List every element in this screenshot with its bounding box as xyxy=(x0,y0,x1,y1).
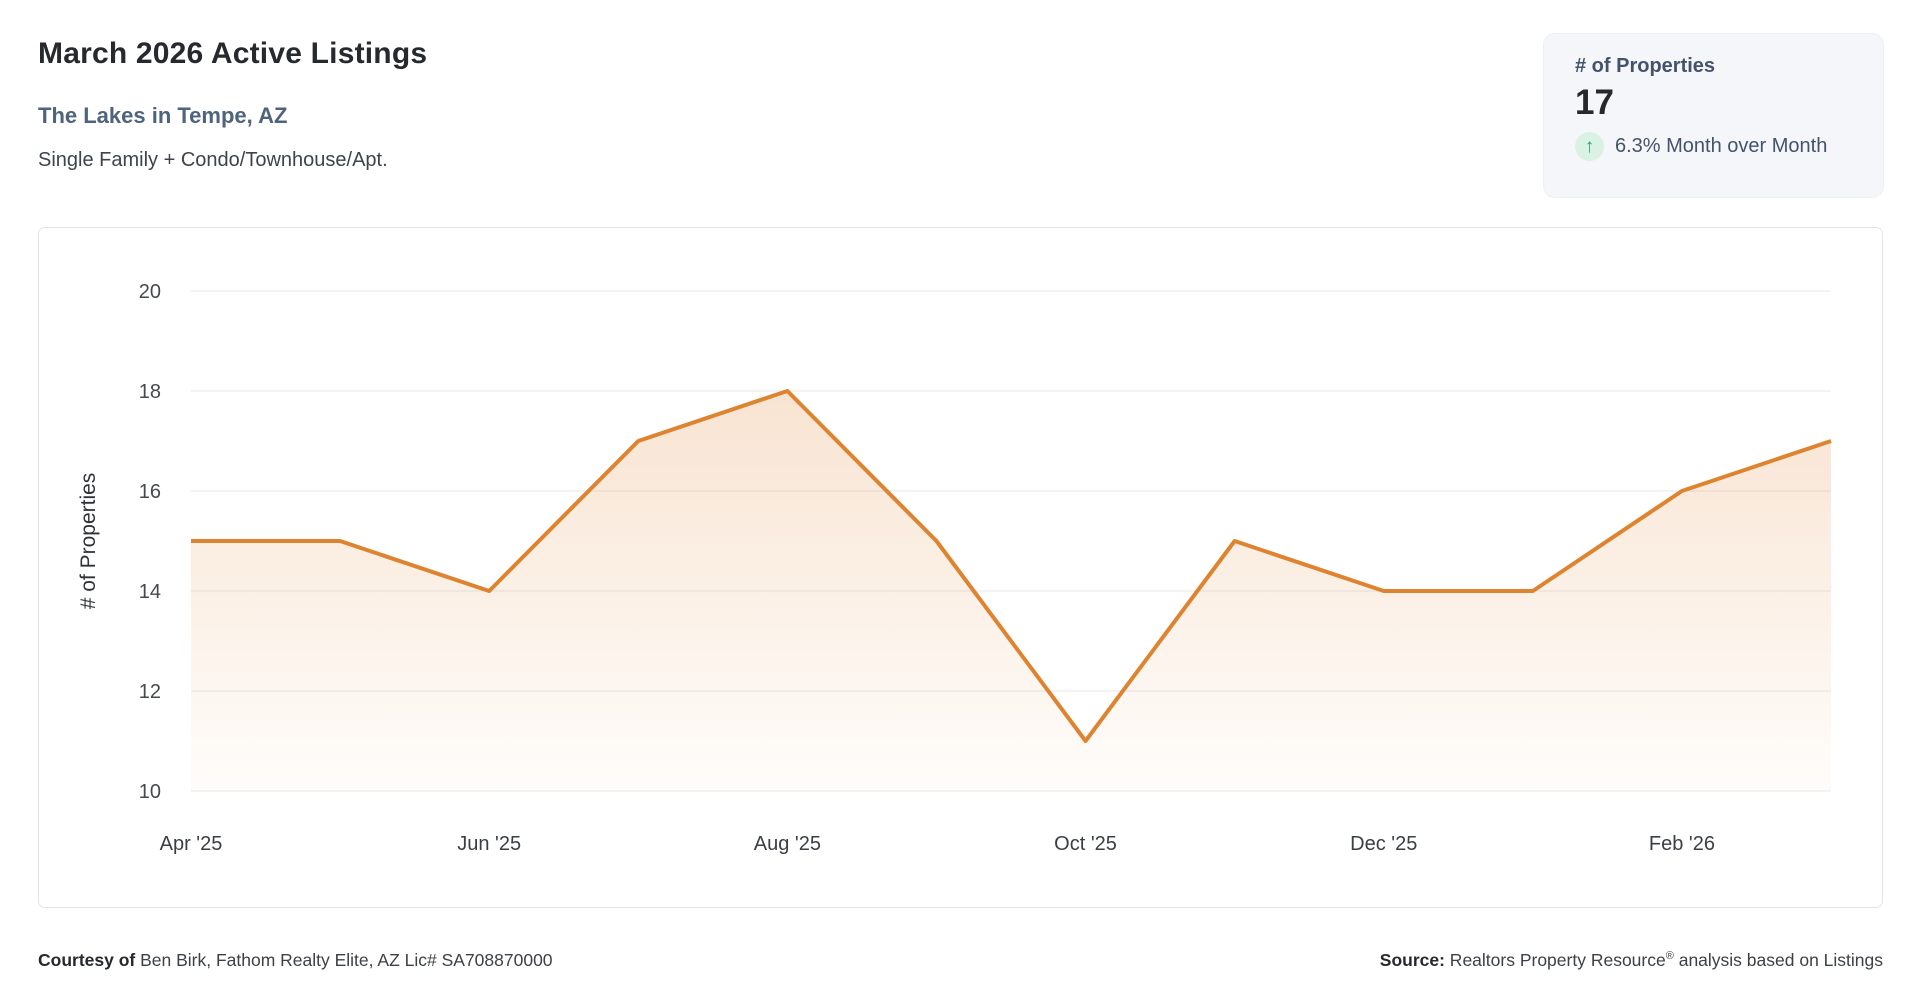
stat-card-value: 17 xyxy=(1575,83,1614,122)
arrow-up-icon: ↑ xyxy=(1575,132,1604,161)
source-text: Realtors Property Resource xyxy=(1444,949,1666,970)
x-tick-label: Apr '25 xyxy=(160,833,223,855)
x-tick-label: Aug '25 xyxy=(754,833,821,855)
x-tick-label: Dec '25 xyxy=(1350,833,1417,855)
arrow-up-glyph: ↑ xyxy=(1584,136,1595,157)
courtesy-note: Courtesy of Ben Birk, Fathom Realty Elit… xyxy=(38,949,553,971)
chart-panel: 10 12 14 16 18 20 Apr '25 Jun '25 Aug '25 Oct '25… xyxy=(38,227,1883,908)
y-axis-title: # of Properties xyxy=(77,473,100,610)
x-tick-label: Oct '25 xyxy=(1054,833,1117,855)
x-tick-label: Jun '25 xyxy=(457,833,521,855)
stat-card: # of Properties 17 ↑ 6.3% Month over Mon… xyxy=(1543,33,1884,198)
stat-card-trend: ↑ 6.3% Month over Month xyxy=(1575,132,1863,161)
courtesy-label: Courtesy of xyxy=(38,949,136,970)
y-tick-label: 20 xyxy=(139,281,161,303)
courtesy-text: Ben Birk, Fathom Realty Elite, AZ Lic# S… xyxy=(135,949,553,970)
series-line xyxy=(191,389,1832,743)
series-area-fill xyxy=(191,391,1831,791)
y-tick-label: 12 xyxy=(139,681,161,703)
y-tick-label: 10 xyxy=(139,781,161,803)
source-text-tail: analysis based on Listings xyxy=(1673,949,1883,970)
page-footer: Courtesy of Ben Birk, Fathom Realty Elit… xyxy=(38,945,1883,971)
source-note: Source: Realtors Property Resource® anal… xyxy=(1380,945,1883,971)
location-subtitle: The Lakes in Tempe, AZ xyxy=(38,103,288,128)
page-title: March 2026 Active Listings xyxy=(38,37,428,70)
source-label: Source: xyxy=(1379,949,1445,970)
y-tick-label: 16 xyxy=(139,481,161,503)
active-listings-line-chart: 10 12 14 16 18 20 Apr '25 Jun '25 Aug '25 Oct '25… xyxy=(77,281,1832,855)
trend-text: 6.3% Month over Month xyxy=(1615,135,1828,157)
property-types-label: Single Family + Condo/Townhouse/Apt. xyxy=(38,149,388,171)
y-tick-label: 14 xyxy=(139,581,161,603)
y-tick-label: 18 xyxy=(139,381,161,403)
report-header: March 2026 Active Listings The Lakes in … xyxy=(38,36,427,173)
stat-card-label: # of Properties xyxy=(1575,55,1716,77)
x-tick-label: Feb '26 xyxy=(1649,833,1715,855)
registered-trademark-symbol: ® xyxy=(1665,950,1674,962)
